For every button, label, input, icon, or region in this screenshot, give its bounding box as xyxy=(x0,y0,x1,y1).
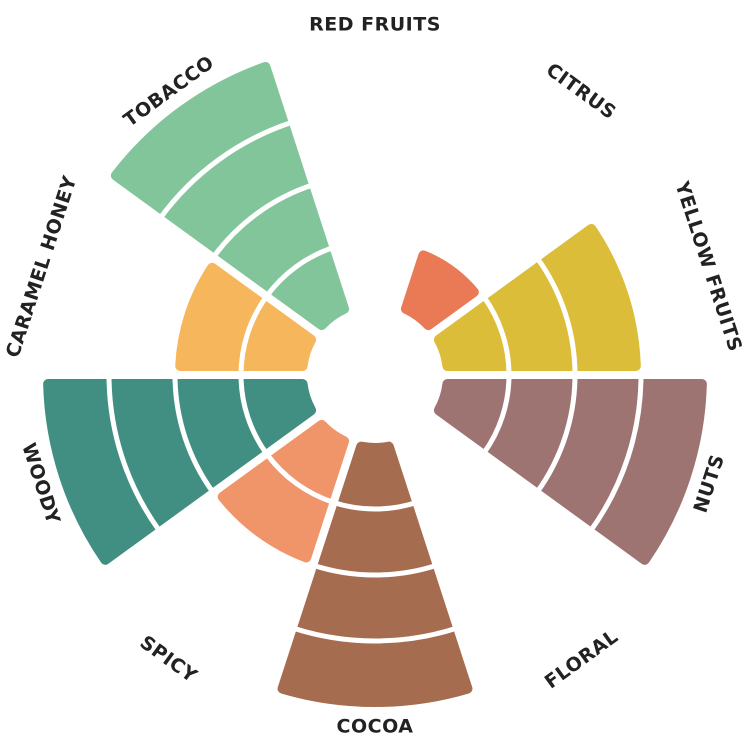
ring-divider xyxy=(264,245,335,298)
ring-divider xyxy=(534,374,578,495)
flavor-bar xyxy=(217,419,350,563)
category-label: YELLOW FRUITS xyxy=(670,178,746,354)
ring-divider xyxy=(312,562,438,578)
flavor-bar xyxy=(175,262,317,371)
ring-divider xyxy=(292,625,458,644)
category-label: CITRUS xyxy=(542,59,620,124)
ring-divider xyxy=(106,374,162,533)
category-label: FLORAL xyxy=(541,625,623,693)
flavor-bar xyxy=(433,223,641,371)
category-label: COCOA xyxy=(337,716,414,738)
category-label: CARAMEL HONEY xyxy=(2,173,82,360)
ring-divider xyxy=(238,374,269,456)
ring-divider xyxy=(264,452,335,505)
ring-divider xyxy=(534,255,578,376)
flavor-bar xyxy=(400,250,479,331)
category-label: SPICY xyxy=(136,631,201,687)
ring-divider xyxy=(481,374,512,456)
ring-divider xyxy=(211,182,314,259)
ring-divider xyxy=(481,294,512,376)
category-label: RED FRUITS xyxy=(309,14,441,36)
ring-divider xyxy=(238,294,269,376)
ring-divider xyxy=(332,500,418,512)
ring-divider xyxy=(157,119,294,221)
ring-divider xyxy=(588,374,644,533)
ring-divider xyxy=(172,374,216,495)
flavor-bar xyxy=(110,61,350,331)
